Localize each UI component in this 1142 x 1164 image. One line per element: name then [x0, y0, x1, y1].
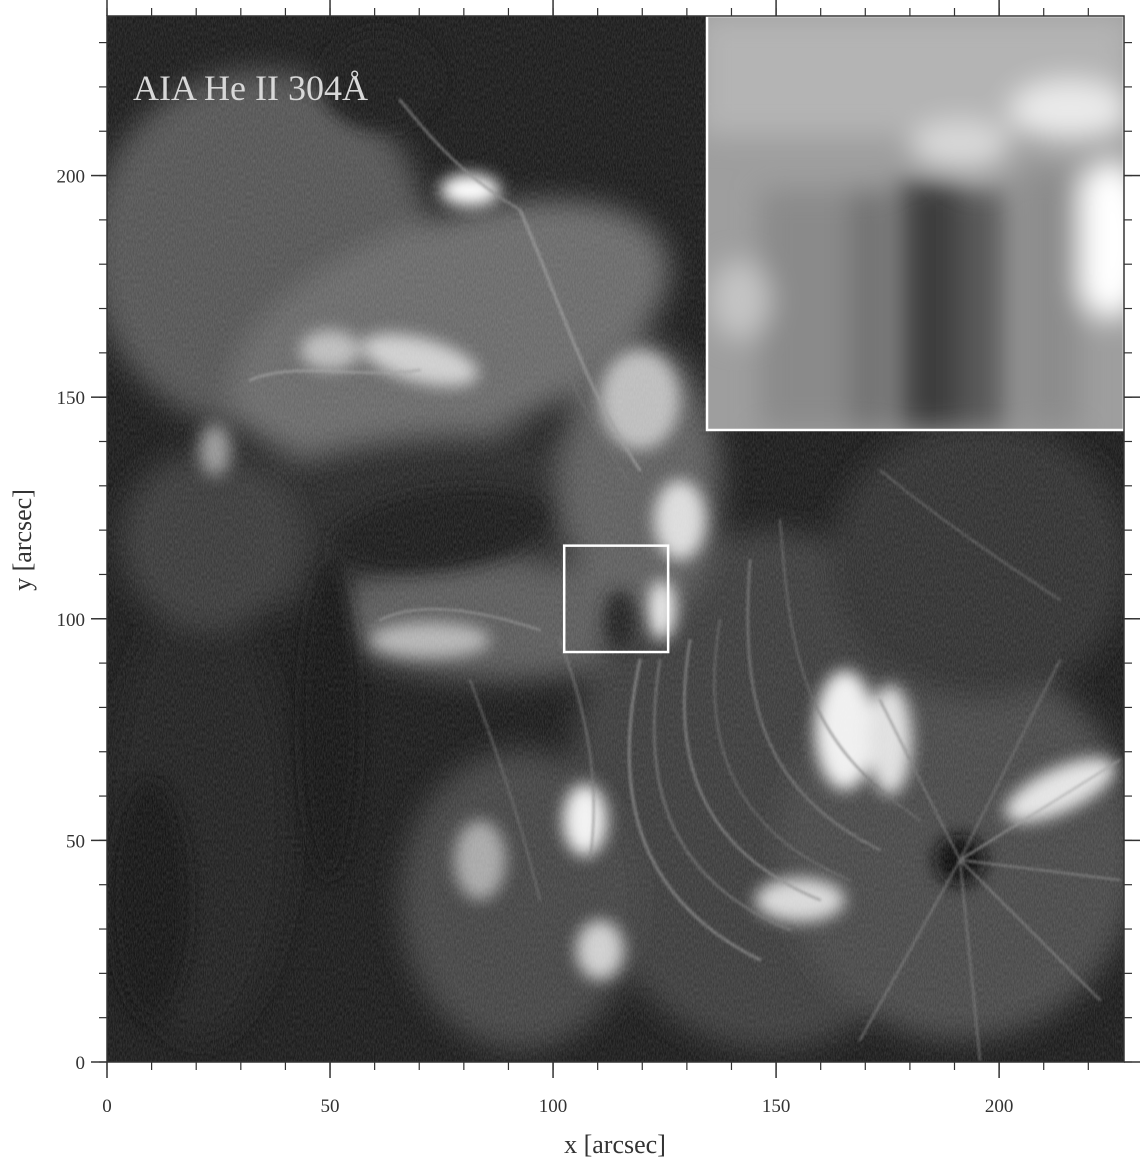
x-tick-label: 50 — [321, 1096, 340, 1117]
region-of-interest-box — [562, 544, 670, 654]
x-tick-label: 200 — [985, 1096, 1014, 1117]
y-tick-label: 150 — [57, 388, 86, 409]
y-tick-label: 0 — [76, 1053, 86, 1074]
plot-frame — [106, 15, 1125, 1063]
y-axis: 0 50 100 150 200 — [57, 41, 1140, 1074]
y-tick-label: 50 — [66, 831, 85, 852]
x-tick-label: 150 — [762, 1096, 791, 1117]
x-axis: 0 50 100 150 200 — [102, 0, 1089, 1117]
x-tick-label: 100 — [539, 1096, 568, 1117]
zoom-inset — [707, 16, 1124, 430]
x-axis-title: x [arcsec] — [564, 1130, 666, 1159]
y-tick-label: 100 — [57, 610, 86, 631]
y-tick-label: 200 — [57, 167, 86, 188]
x-tick-label: 0 — [102, 1096, 112, 1117]
y-axis-title: y [arcsec] — [8, 489, 37, 591]
channel-label: AIA He II 304Å — [133, 68, 368, 108]
